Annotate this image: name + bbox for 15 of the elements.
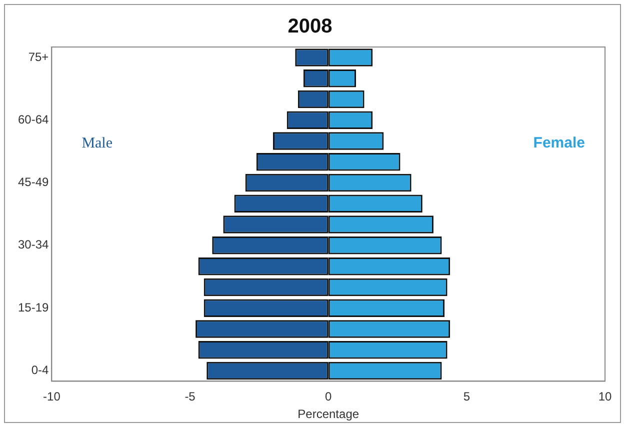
- x-tick-label: -5: [184, 390, 196, 404]
- y-tick-label: 0-4: [31, 363, 50, 378]
- y-tick-label: 60-64: [18, 112, 50, 126]
- y-tick-label: 15-19: [18, 300, 50, 314]
- x-tick-label: 5: [463, 390, 470, 404]
- x-tick-label: 0: [325, 390, 332, 404]
- x-tick-label: 10: [598, 390, 612, 404]
- x-axis-title: Percentage: [298, 407, 360, 422]
- chart-title: 2008: [288, 16, 332, 38]
- text: Male: [82, 135, 113, 152]
- y-tick-label: 75+: [28, 50, 49, 64]
- y-tick-label: 30-34: [18, 238, 50, 252]
- text: Female: [533, 134, 585, 152]
- y-tick-label: 45-49: [18, 175, 50, 190]
- x-tick-label: -10: [43, 390, 61, 404]
